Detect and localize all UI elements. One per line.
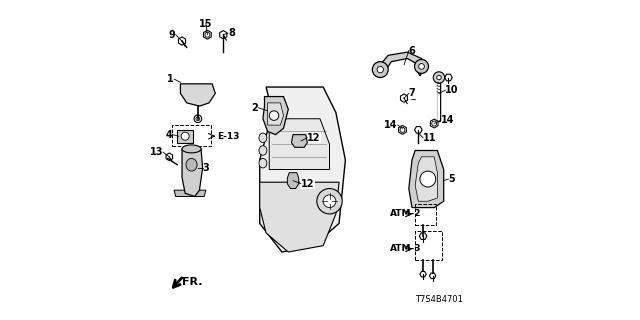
Circle shape <box>419 64 424 69</box>
Circle shape <box>377 67 383 73</box>
Text: 10: 10 <box>445 85 459 95</box>
Polygon shape <box>430 119 438 128</box>
Bar <box>173 125 211 146</box>
Polygon shape <box>399 125 406 134</box>
Text: ATM-3: ATM-3 <box>390 244 421 253</box>
Polygon shape <box>379 52 425 76</box>
Text: FR.: FR. <box>182 277 202 287</box>
Circle shape <box>194 115 202 123</box>
Circle shape <box>420 171 436 187</box>
Polygon shape <box>291 135 307 147</box>
Polygon shape <box>220 31 227 39</box>
Text: 1: 1 <box>167 74 174 84</box>
Polygon shape <box>269 119 330 170</box>
Polygon shape <box>415 157 437 201</box>
Circle shape <box>323 195 336 208</box>
Ellipse shape <box>182 145 201 153</box>
Circle shape <box>317 188 342 214</box>
Ellipse shape <box>259 146 267 155</box>
Text: 4: 4 <box>166 130 173 140</box>
Circle shape <box>436 75 441 80</box>
Text: 8: 8 <box>228 28 235 38</box>
Polygon shape <box>260 182 339 252</box>
Text: 12: 12 <box>301 179 314 189</box>
Polygon shape <box>429 273 436 278</box>
Polygon shape <box>174 190 206 196</box>
Bar <box>415 204 436 225</box>
Text: 13: 13 <box>150 147 163 157</box>
Polygon shape <box>415 127 422 133</box>
Text: 3: 3 <box>203 163 209 173</box>
Text: 11: 11 <box>423 133 436 143</box>
Polygon shape <box>268 103 284 125</box>
Text: 9: 9 <box>169 30 175 40</box>
Polygon shape <box>419 233 427 239</box>
Circle shape <box>372 62 388 77</box>
Ellipse shape <box>259 158 267 168</box>
Text: 6: 6 <box>409 45 415 56</box>
Text: 15: 15 <box>199 19 212 28</box>
Polygon shape <box>263 97 288 135</box>
Polygon shape <box>180 84 215 106</box>
Circle shape <box>415 60 429 73</box>
Text: T7S4B4701: T7S4B4701 <box>415 295 463 304</box>
Polygon shape <box>445 74 452 81</box>
Text: 14: 14 <box>384 120 397 130</box>
Text: 2: 2 <box>252 103 258 113</box>
Text: ATM-2: ATM-2 <box>390 209 421 219</box>
Polygon shape <box>179 37 186 45</box>
Text: 7: 7 <box>409 88 415 98</box>
Polygon shape <box>166 153 173 161</box>
Text: 12: 12 <box>307 133 321 143</box>
Bar <box>415 231 442 260</box>
Text: 14: 14 <box>440 115 454 125</box>
Circle shape <box>196 117 200 121</box>
Polygon shape <box>287 173 299 188</box>
Polygon shape <box>182 149 203 196</box>
Polygon shape <box>420 271 426 277</box>
Text: 5: 5 <box>449 174 455 184</box>
Polygon shape <box>409 150 444 208</box>
Polygon shape <box>204 30 211 39</box>
Polygon shape <box>401 94 408 102</box>
Circle shape <box>181 132 189 140</box>
Circle shape <box>269 111 279 120</box>
Text: E-13: E-13 <box>217 132 239 141</box>
Ellipse shape <box>259 133 267 142</box>
Polygon shape <box>260 87 346 252</box>
Circle shape <box>433 72 445 83</box>
Ellipse shape <box>186 158 197 171</box>
Bar <box>177 130 193 143</box>
